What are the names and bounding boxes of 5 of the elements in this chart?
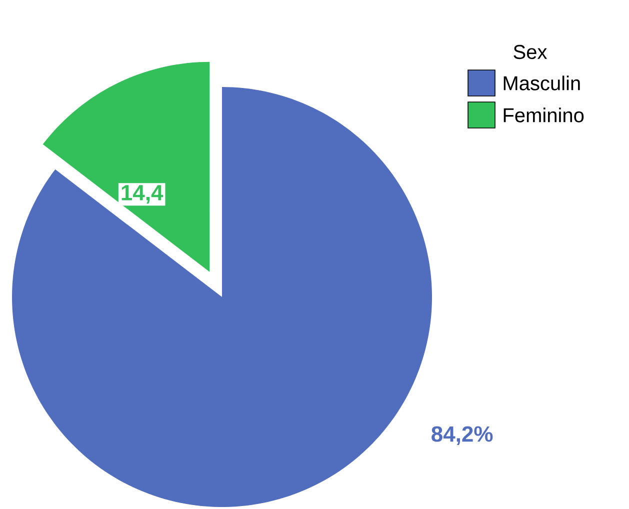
data-label: 84,2%	[432, 426, 493, 445]
legend-title: Sex	[514, 44, 548, 60]
data-label: 14,4	[122, 185, 164, 204]
legend-label: Masculin	[504, 76, 580, 90]
legend-label: Feminino	[504, 108, 584, 122]
